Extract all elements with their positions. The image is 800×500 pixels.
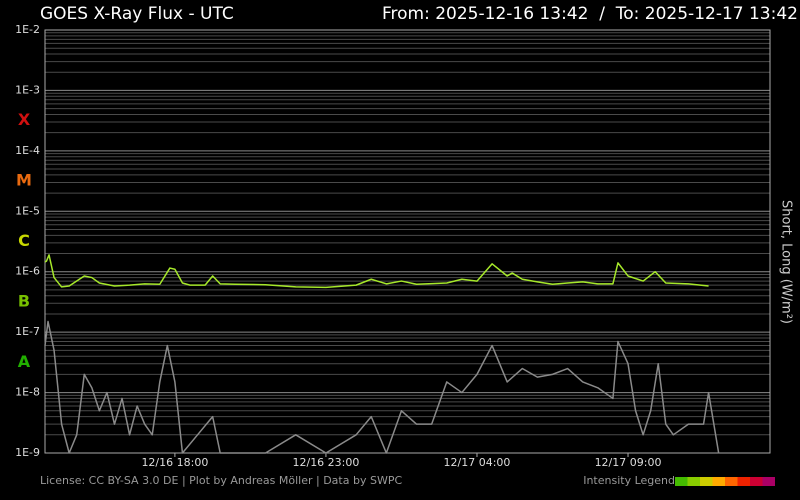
time-range: From: 2025-12-16 13:42 / To: 2025-12-17 … <box>382 4 798 24</box>
series-line <box>44 320 720 454</box>
chart-title: GOES X-Ray Flux - UTC <box>40 4 234 24</box>
y-tick-label: 1E-9 <box>15 446 40 459</box>
x-tick-label: 12/16 23:00 <box>292 456 359 469</box>
y-tick-label: 1E-2 <box>15 23 40 36</box>
y-tick-label: 1E-8 <box>15 386 40 399</box>
intensity-swatch <box>737 477 750 486</box>
intensity-legend-label: Intensity Legend <box>583 474 675 487</box>
y-tick-label: 1E-7 <box>15 325 40 338</box>
flare-class-label: A <box>18 352 31 371</box>
intensity-swatch <box>712 477 725 486</box>
flare-class-label: B <box>18 291 30 310</box>
footer: License: CC BY-SA 3.0 DE | Plot by Andre… <box>40 474 402 487</box>
intensity-swatch <box>700 477 713 486</box>
y-axis-label: Short, Long (W/m²) <box>779 200 794 324</box>
plot-frame <box>44 29 771 454</box>
intensity-swatch <box>675 477 688 486</box>
y-tick-label: 1E-4 <box>15 144 40 157</box>
flare-class-label: C <box>18 231 30 250</box>
intensity-swatch <box>750 477 763 486</box>
x-tick-label: 12/17 09:00 <box>595 456 662 469</box>
x-tick-label: 12/16 18:00 <box>141 456 208 469</box>
series-line <box>44 254 709 289</box>
intensity-swatch <box>762 477 775 486</box>
flare-class-label: M <box>16 171 32 190</box>
y-tick-label: 1E-3 <box>15 83 40 96</box>
x-tick-label: 12/17 04:00 <box>444 456 511 469</box>
flare-class-label: X <box>18 110 31 129</box>
y-tick-label: 1E-6 <box>15 265 40 278</box>
y-tick-label: 1E-5 <box>15 204 40 217</box>
intensity-swatch <box>687 477 700 486</box>
intensity-swatch <box>725 477 738 486</box>
